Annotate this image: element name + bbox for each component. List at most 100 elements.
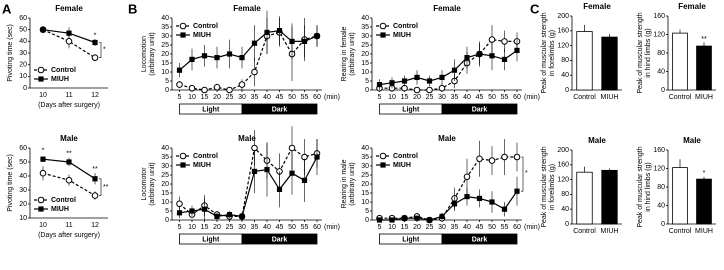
y-tick-label: 40 — [657, 202, 665, 209]
point — [92, 39, 98, 46]
point — [289, 38, 295, 44]
chart-title: Female — [55, 4, 83, 13]
y-axis-label: Peak of muscular strength — [541, 12, 548, 93]
phase-bar — [441, 103, 518, 115]
x-tick-label: 25 — [426, 224, 434, 231]
chart-title: Male — [438, 134, 456, 143]
panel-label: A — [2, 1, 12, 16]
y-tick-label: 0 — [23, 85, 27, 92]
y-tick-label: 200 — [557, 13, 569, 20]
point — [264, 29, 270, 35]
point — [201, 86, 208, 94]
point — [189, 208, 195, 214]
legend-marker — [38, 206, 44, 212]
x-tick-label: 60 — [313, 224, 321, 231]
x-tick-label: 35 — [451, 224, 459, 231]
x-axis-label: (Days after surgery) — [38, 232, 100, 239]
y-tick-label: 10 — [19, 73, 27, 80]
point — [489, 53, 495, 59]
y-axis-label: (arbitrary unit) — [149, 162, 156, 206]
point — [214, 55, 220, 61]
phase-bar — [241, 103, 318, 115]
y-tick-label: 0 — [365, 217, 369, 224]
point — [464, 55, 470, 61]
x-tick-label: 5 — [178, 94, 182, 101]
x-tick-label: 10 — [39, 92, 47, 99]
chart-title: Male — [683, 136, 701, 145]
y-tick-label: 35 — [161, 24, 169, 31]
bar — [672, 167, 688, 225]
x-tick-label: 45 — [276, 94, 284, 101]
point — [201, 206, 208, 212]
x-unit: (min) — [524, 224, 540, 231]
y-tick-label: 25 — [161, 172, 169, 179]
x-tick-label: Control — [573, 94, 596, 101]
point — [39, 169, 47, 177]
y-tick-label: 160 — [653, 147, 665, 154]
phase-bar — [241, 233, 318, 245]
point — [501, 153, 508, 161]
phase-label: Dark — [272, 236, 288, 243]
chart-title: Male — [238, 134, 256, 143]
x-tick-label: 50 — [488, 224, 496, 231]
point — [451, 67, 458, 73]
legend-label: MIUH — [193, 162, 211, 169]
annotation: * — [525, 170, 528, 177]
point — [176, 200, 183, 208]
x-tick-label: 12 — [91, 92, 99, 99]
x-tick-label: 40 — [463, 94, 471, 101]
y-tick-label: 30 — [161, 163, 169, 170]
y-tick-label: 5 — [165, 208, 169, 215]
x-tick-label: 12 — [91, 222, 99, 229]
legend-marker — [380, 162, 386, 168]
x-unit: (min) — [524, 94, 540, 101]
y-tick-label: 40 — [361, 15, 369, 22]
y-axis-label: Rearing in male — [341, 159, 348, 208]
point — [189, 56, 195, 62]
x-tick-label: 50 — [488, 94, 496, 101]
point — [501, 206, 508, 212]
point — [476, 195, 483, 201]
y-tick-label: 10 — [361, 69, 369, 76]
y-tick-label: 40 — [19, 38, 27, 45]
y-tick-label: 30 — [361, 163, 369, 170]
chart-title: Male — [588, 136, 606, 145]
y-tick-label: 35 — [161, 154, 169, 161]
x-tick-label: 30 — [438, 224, 446, 231]
point — [251, 40, 258, 46]
x-tick-label: 35 — [451, 94, 459, 101]
legend-marker — [37, 66, 45, 74]
point — [226, 86, 233, 94]
x-tick-label: 40 — [463, 224, 471, 231]
x-tick-label: 10 — [388, 94, 396, 101]
y-tick-label: 120 — [653, 31, 665, 38]
y-axis-label: Peak of muscular strength — [637, 146, 644, 227]
legend-marker — [379, 22, 387, 30]
point — [91, 54, 99, 61]
x-tick-label: MIUH — [695, 228, 713, 235]
x-tick-label: 11 — [65, 92, 72, 99]
point — [214, 213, 220, 219]
point — [91, 192, 99, 199]
x-tick-label: MIUH — [601, 228, 619, 235]
point — [276, 186, 283, 192]
x-tick-label: 60 — [513, 224, 521, 231]
chart-title: Male — [60, 134, 78, 143]
point — [426, 86, 433, 94]
y-axis-label: in forelimbs (g) — [549, 164, 556, 210]
chart-title: Female — [433, 4, 461, 13]
y-tick-label: 30 — [161, 33, 169, 40]
point — [65, 38, 73, 45]
y-tick-label: 40 — [161, 15, 169, 22]
series-line — [379, 49, 518, 86]
y-tick-label: 5 — [365, 208, 369, 215]
y-axis-label: (arbitrary unit) — [149, 32, 156, 76]
point — [501, 56, 508, 62]
bar — [601, 36, 618, 91]
y-tick-label: 40 — [657, 68, 665, 75]
x-tick-label: 15 — [401, 224, 409, 231]
point — [251, 68, 258, 76]
x-tick-label: 25 — [226, 94, 234, 101]
legend-label: MIUH — [193, 32, 211, 39]
